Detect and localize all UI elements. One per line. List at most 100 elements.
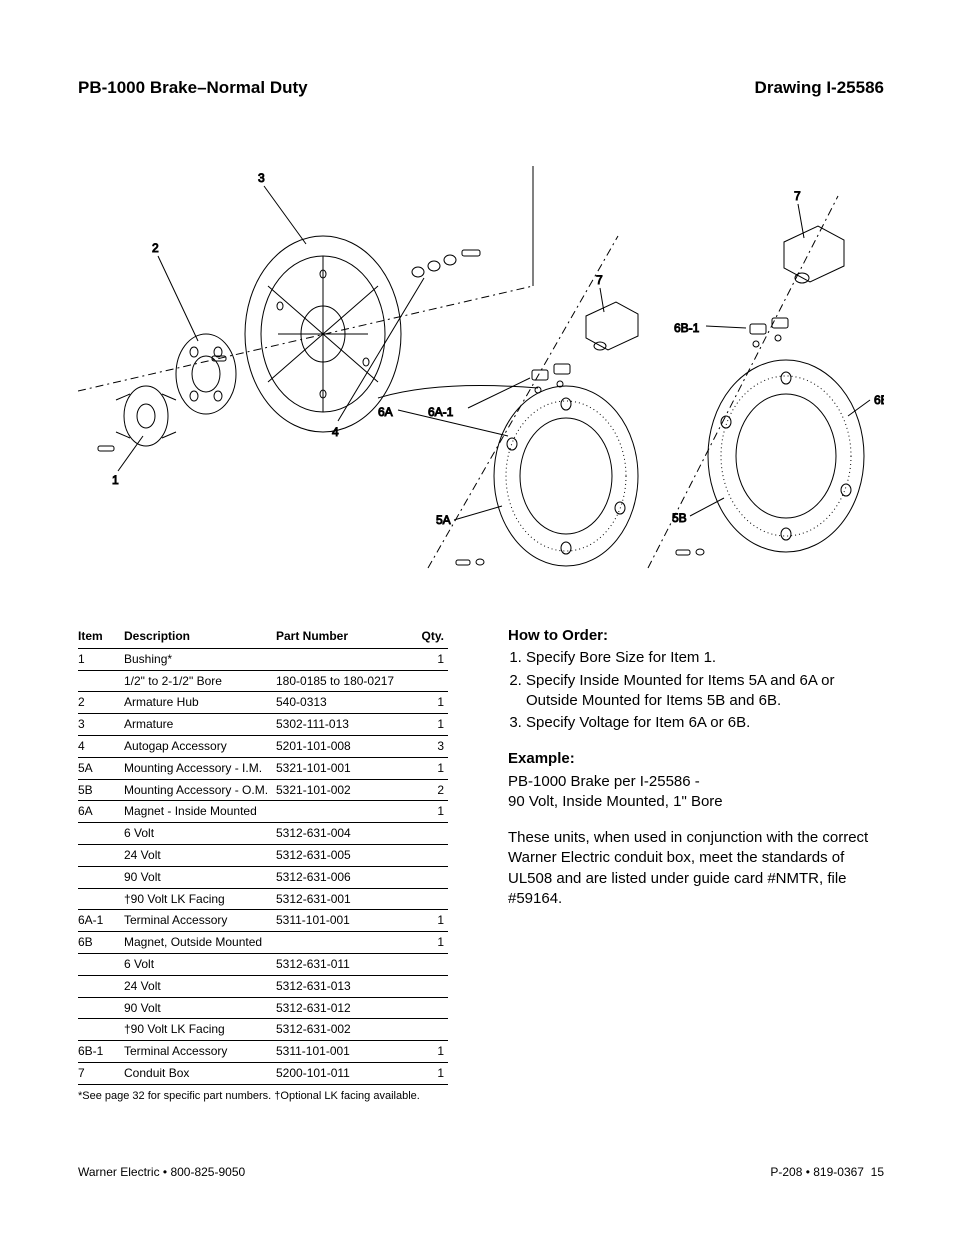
table-row: 6BMagnet, Outside Mounted 1 <box>78 932 448 954</box>
cell-pn: 5302-111-013 <box>276 714 410 736</box>
table-row: 4Autogap Accessory5201-101-0083 <box>78 735 448 757</box>
part-7-left <box>586 302 638 350</box>
cell-desc: Magnet, Outside Mounted <box>124 932 276 954</box>
cell-desc: †90 Volt LK Facing <box>124 888 276 910</box>
cell-qty: 3 <box>410 735 448 757</box>
table-row: 1Bushing*1 <box>78 648 448 670</box>
part-5b-hardware <box>676 549 704 555</box>
cell-desc: Mounting Accessory - O.M. <box>124 779 276 801</box>
table-row: †90 Volt LK Facing5312-631-002 <box>78 1019 448 1041</box>
th-item: Item <box>78 626 124 648</box>
cell-qty <box>410 997 448 1019</box>
cell-item: 4 <box>78 735 124 757</box>
cell-item: 5B <box>78 779 124 801</box>
cell-desc: 1/2" to 2-1/2" Bore <box>124 670 276 692</box>
cell-pn: 5311-101-001 <box>276 1041 410 1063</box>
callout-6b: 6B <box>874 393 884 407</box>
cell-desc: Armature <box>124 714 276 736</box>
th-qty: Qty. <box>410 626 448 648</box>
cell-desc: 24 Volt <box>124 975 276 997</box>
cell-item: 7 <box>78 1062 124 1084</box>
table-row: 90 Volt5312-631-012 <box>78 997 448 1019</box>
parts-table: Item Description Part Number Qty. 1Bushi… <box>78 626 448 1085</box>
table-row: 5BMounting Accessory - O.M.5321-101-0022 <box>78 779 448 801</box>
cell-qty <box>410 844 448 866</box>
part-4-autogap <box>212 250 480 361</box>
cell-desc: †90 Volt LK Facing <box>124 1019 276 1041</box>
cell-qty <box>410 866 448 888</box>
cell-pn: 5312-631-002 <box>276 1019 410 1041</box>
cell-item <box>78 670 124 692</box>
cell-pn: 5312-631-012 <box>276 997 410 1019</box>
cell-qty <box>410 975 448 997</box>
callout-3: 3 <box>258 171 265 185</box>
footer-right: P-208 • 819-0367 15 <box>770 1165 884 1179</box>
table-row: 6 Volt5312-631-011 <box>78 953 448 975</box>
example-text: PB-1000 Brake per I-25586 - 90 Volt, Ins… <box>508 772 884 813</box>
page-title-right: Drawing I-25586 <box>755 78 884 98</box>
exploded-drawing: 1 2 <box>78 126 884 586</box>
table-row: 6B-1Terminal Accessory5311-101-0011 <box>78 1041 448 1063</box>
cell-desc: 24 Volt <box>124 844 276 866</box>
cell-qty <box>410 888 448 910</box>
part-5b <box>708 360 864 552</box>
table-row: 7Conduit Box5200-101-0111 <box>78 1062 448 1084</box>
cell-desc: Bushing* <box>124 648 276 670</box>
order-step: Specify Voltage for Item 6A or 6B. <box>526 713 884 733</box>
part-6b1 <box>750 318 788 347</box>
drawing-svg: 1 2 <box>78 126 884 586</box>
part-1-bushing <box>98 386 176 451</box>
cell-item: 6B <box>78 932 124 954</box>
cell-desc: Terminal Accessory <box>124 1041 276 1063</box>
cell-qty: 1 <box>410 692 448 714</box>
table-row: 2Armature Hub540-03131 <box>78 692 448 714</box>
cell-qty <box>410 670 448 692</box>
cell-pn: 5312-631-004 <box>276 823 410 845</box>
th-desc: Description <box>124 626 276 648</box>
table-footnote: *See page 32 for specific part numbers. … <box>78 1089 448 1103</box>
cell-pn <box>276 801 410 823</box>
cell-qty: 1 <box>410 648 448 670</box>
cell-item: 2 <box>78 692 124 714</box>
part-5a <box>494 386 638 566</box>
part-6a1 <box>532 364 570 393</box>
cell-desc: 90 Volt <box>124 866 276 888</box>
table-row: 24 Volt5312-631-013 <box>78 975 448 997</box>
how-to-order-heading: How to Order: <box>508 626 884 646</box>
cell-item <box>78 823 124 845</box>
part-2-armature-hub <box>176 334 236 414</box>
table-row: 3Armature5302-111-0131 <box>78 714 448 736</box>
example-line: PB-1000 Brake per I-25586 - <box>508 773 700 790</box>
cell-item <box>78 844 124 866</box>
cell-pn: 540-0313 <box>276 692 410 714</box>
page-title-left: PB-1000 Brake–Normal Duty <box>78 78 308 98</box>
cell-desc: Conduit Box <box>124 1062 276 1084</box>
page-number: 15 <box>871 1165 884 1179</box>
part-3-armature <box>245 236 401 432</box>
cell-qty: 2 <box>410 779 448 801</box>
cell-pn: 5312-631-001 <box>276 888 410 910</box>
th-pn: Part Number <box>276 626 410 648</box>
cell-pn: 180-0185 to 180-0217 <box>276 670 410 692</box>
table-row: 6AMagnet - Inside Mounted1 <box>78 801 448 823</box>
cell-item <box>78 866 124 888</box>
order-step: Specify Bore Size for Item 1. <box>526 648 884 668</box>
cell-desc: Autogap Accessory <box>124 735 276 757</box>
cell-item <box>78 953 124 975</box>
cell-qty: 1 <box>410 932 448 954</box>
cell-qty <box>410 823 448 845</box>
callout-6a: 6A <box>378 405 393 419</box>
cell-qty: 1 <box>410 1062 448 1084</box>
callout-6b1: 6B-1 <box>674 321 700 335</box>
cell-item: 6A-1 <box>78 910 124 932</box>
cell-item: 5A <box>78 757 124 779</box>
callout-7-left: 7 <box>596 273 603 287</box>
compliance-text: These units, when used in conjunction wi… <box>508 828 884 909</box>
cell-item <box>78 1019 124 1041</box>
cell-item: 6A <box>78 801 124 823</box>
part-5a-hardware <box>456 559 484 565</box>
table-row: 24 Volt5312-631-005 <box>78 844 448 866</box>
cell-item <box>78 975 124 997</box>
cell-item: 1 <box>78 648 124 670</box>
cell-item <box>78 997 124 1019</box>
